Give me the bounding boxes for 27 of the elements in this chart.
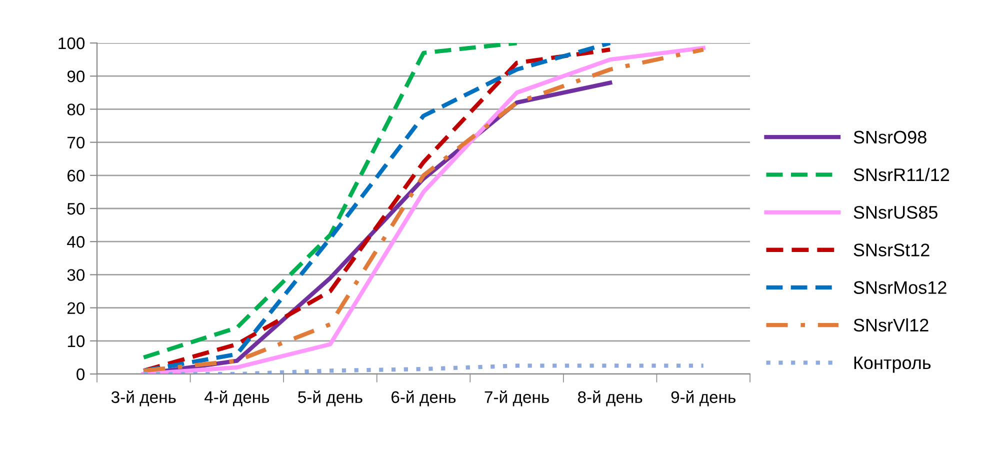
y-tick-label: 0	[76, 368, 85, 380]
legend-label: Контроль	[854, 356, 931, 373]
line-series	[142, 43, 519, 360]
y-tick-label: 90	[67, 70, 85, 82]
y-tick-label: 100	[58, 37, 85, 50]
y-tick-label: 10	[68, 335, 85, 348]
y-tick-label: 40	[67, 236, 85, 248]
y-tick-label: 20	[67, 302, 85, 314]
x-tick-label: 8-й день	[578, 390, 642, 406]
y-tick-label: 60	[68, 170, 85, 182]
x-tick-label: 9-й день	[671, 390, 736, 406]
legend-label: SNsrO98	[854, 130, 926, 144]
y-tick-label: 50	[67, 202, 85, 215]
y-tick-label: 70	[68, 136, 85, 149]
legend-label: SNsrSt12	[854, 244, 930, 256]
x-tick-label: 7-й день	[484, 390, 549, 406]
legend-label: SNsrR11/12	[854, 168, 950, 182]
y-tick-label: 80	[67, 104, 85, 116]
x-tick-label: 4-й день	[204, 390, 270, 406]
legend-label: SNsrUS85	[854, 206, 938, 219]
legend-label: SNsrMos12	[854, 281, 946, 294]
x-tick-label: 5-й день	[298, 390, 362, 406]
x-tick-label: 6-й день	[392, 390, 456, 406]
line-series	[142, 364, 706, 374]
legend-label: SNsrVl12	[854, 318, 928, 332]
y-tick-label: 30	[67, 269, 85, 281]
x-tick-label: 3-й день	[111, 390, 176, 406]
